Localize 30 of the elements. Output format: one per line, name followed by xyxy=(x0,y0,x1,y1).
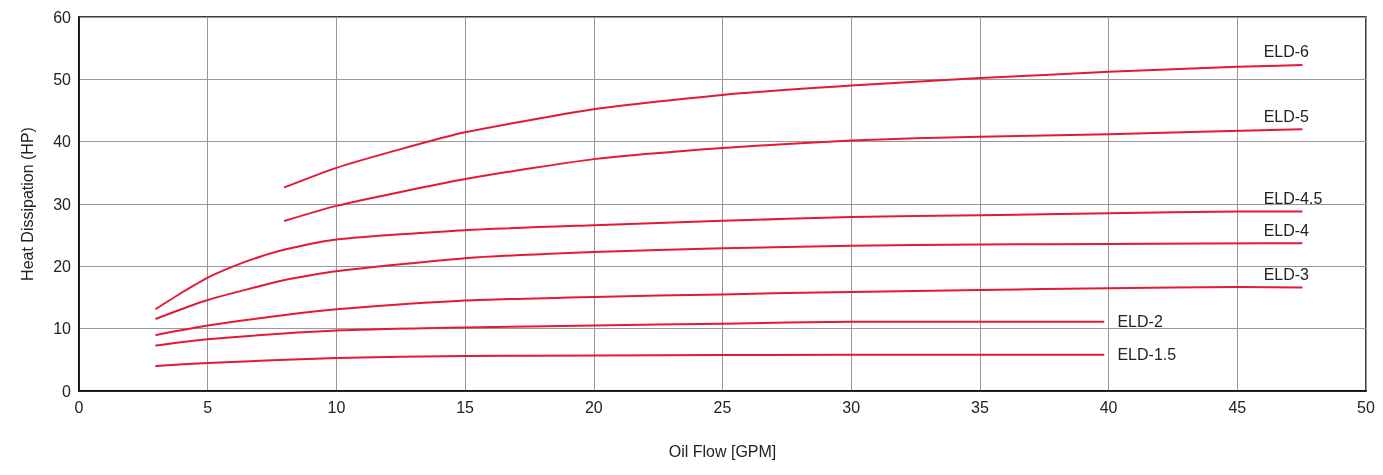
series-label: ELD-1.5 xyxy=(1117,346,1177,364)
y-tick-label: 10 xyxy=(53,320,72,338)
x-tick-label: 30 xyxy=(842,398,861,416)
series-label: ELD-3 xyxy=(1263,266,1310,284)
x-tick-label: 0 xyxy=(74,398,84,416)
x-tick-label: 35 xyxy=(971,398,989,416)
y-tick-label: 60 xyxy=(53,8,72,26)
x-tick-label: 10 xyxy=(327,398,346,416)
x-tick-label: 25 xyxy=(713,398,732,416)
series-label: ELD-6 xyxy=(1263,43,1310,61)
y-tick-label: 0 xyxy=(62,382,72,400)
y-tick-label: 30 xyxy=(53,195,72,213)
y-tick-label: 40 xyxy=(53,133,72,151)
x-axis-title: Oil Flow [GPM] xyxy=(668,442,777,460)
line-series xyxy=(155,320,1105,347)
series-label: ELD-4 xyxy=(1263,221,1310,239)
line-series xyxy=(155,285,1303,336)
x-tick-label: 5 xyxy=(203,398,213,416)
y-tick-label: 50 xyxy=(53,70,72,88)
x-tick-label: 40 xyxy=(1099,398,1118,416)
y-tick-label: 20 xyxy=(53,257,72,275)
x-tick-label: 15 xyxy=(456,398,475,416)
y-axis-title: Heat Dissipation (HP) xyxy=(18,127,36,281)
series-label: ELD-4.5 xyxy=(1263,189,1323,207)
line-series xyxy=(155,353,1105,368)
x-tick-label: 50 xyxy=(1357,398,1375,416)
x-tick-label: 45 xyxy=(1228,398,1247,416)
series-label: ELD-2 xyxy=(1117,313,1163,331)
x-tick-label: 20 xyxy=(584,398,603,416)
series-label: ELD-5 xyxy=(1263,107,1310,125)
